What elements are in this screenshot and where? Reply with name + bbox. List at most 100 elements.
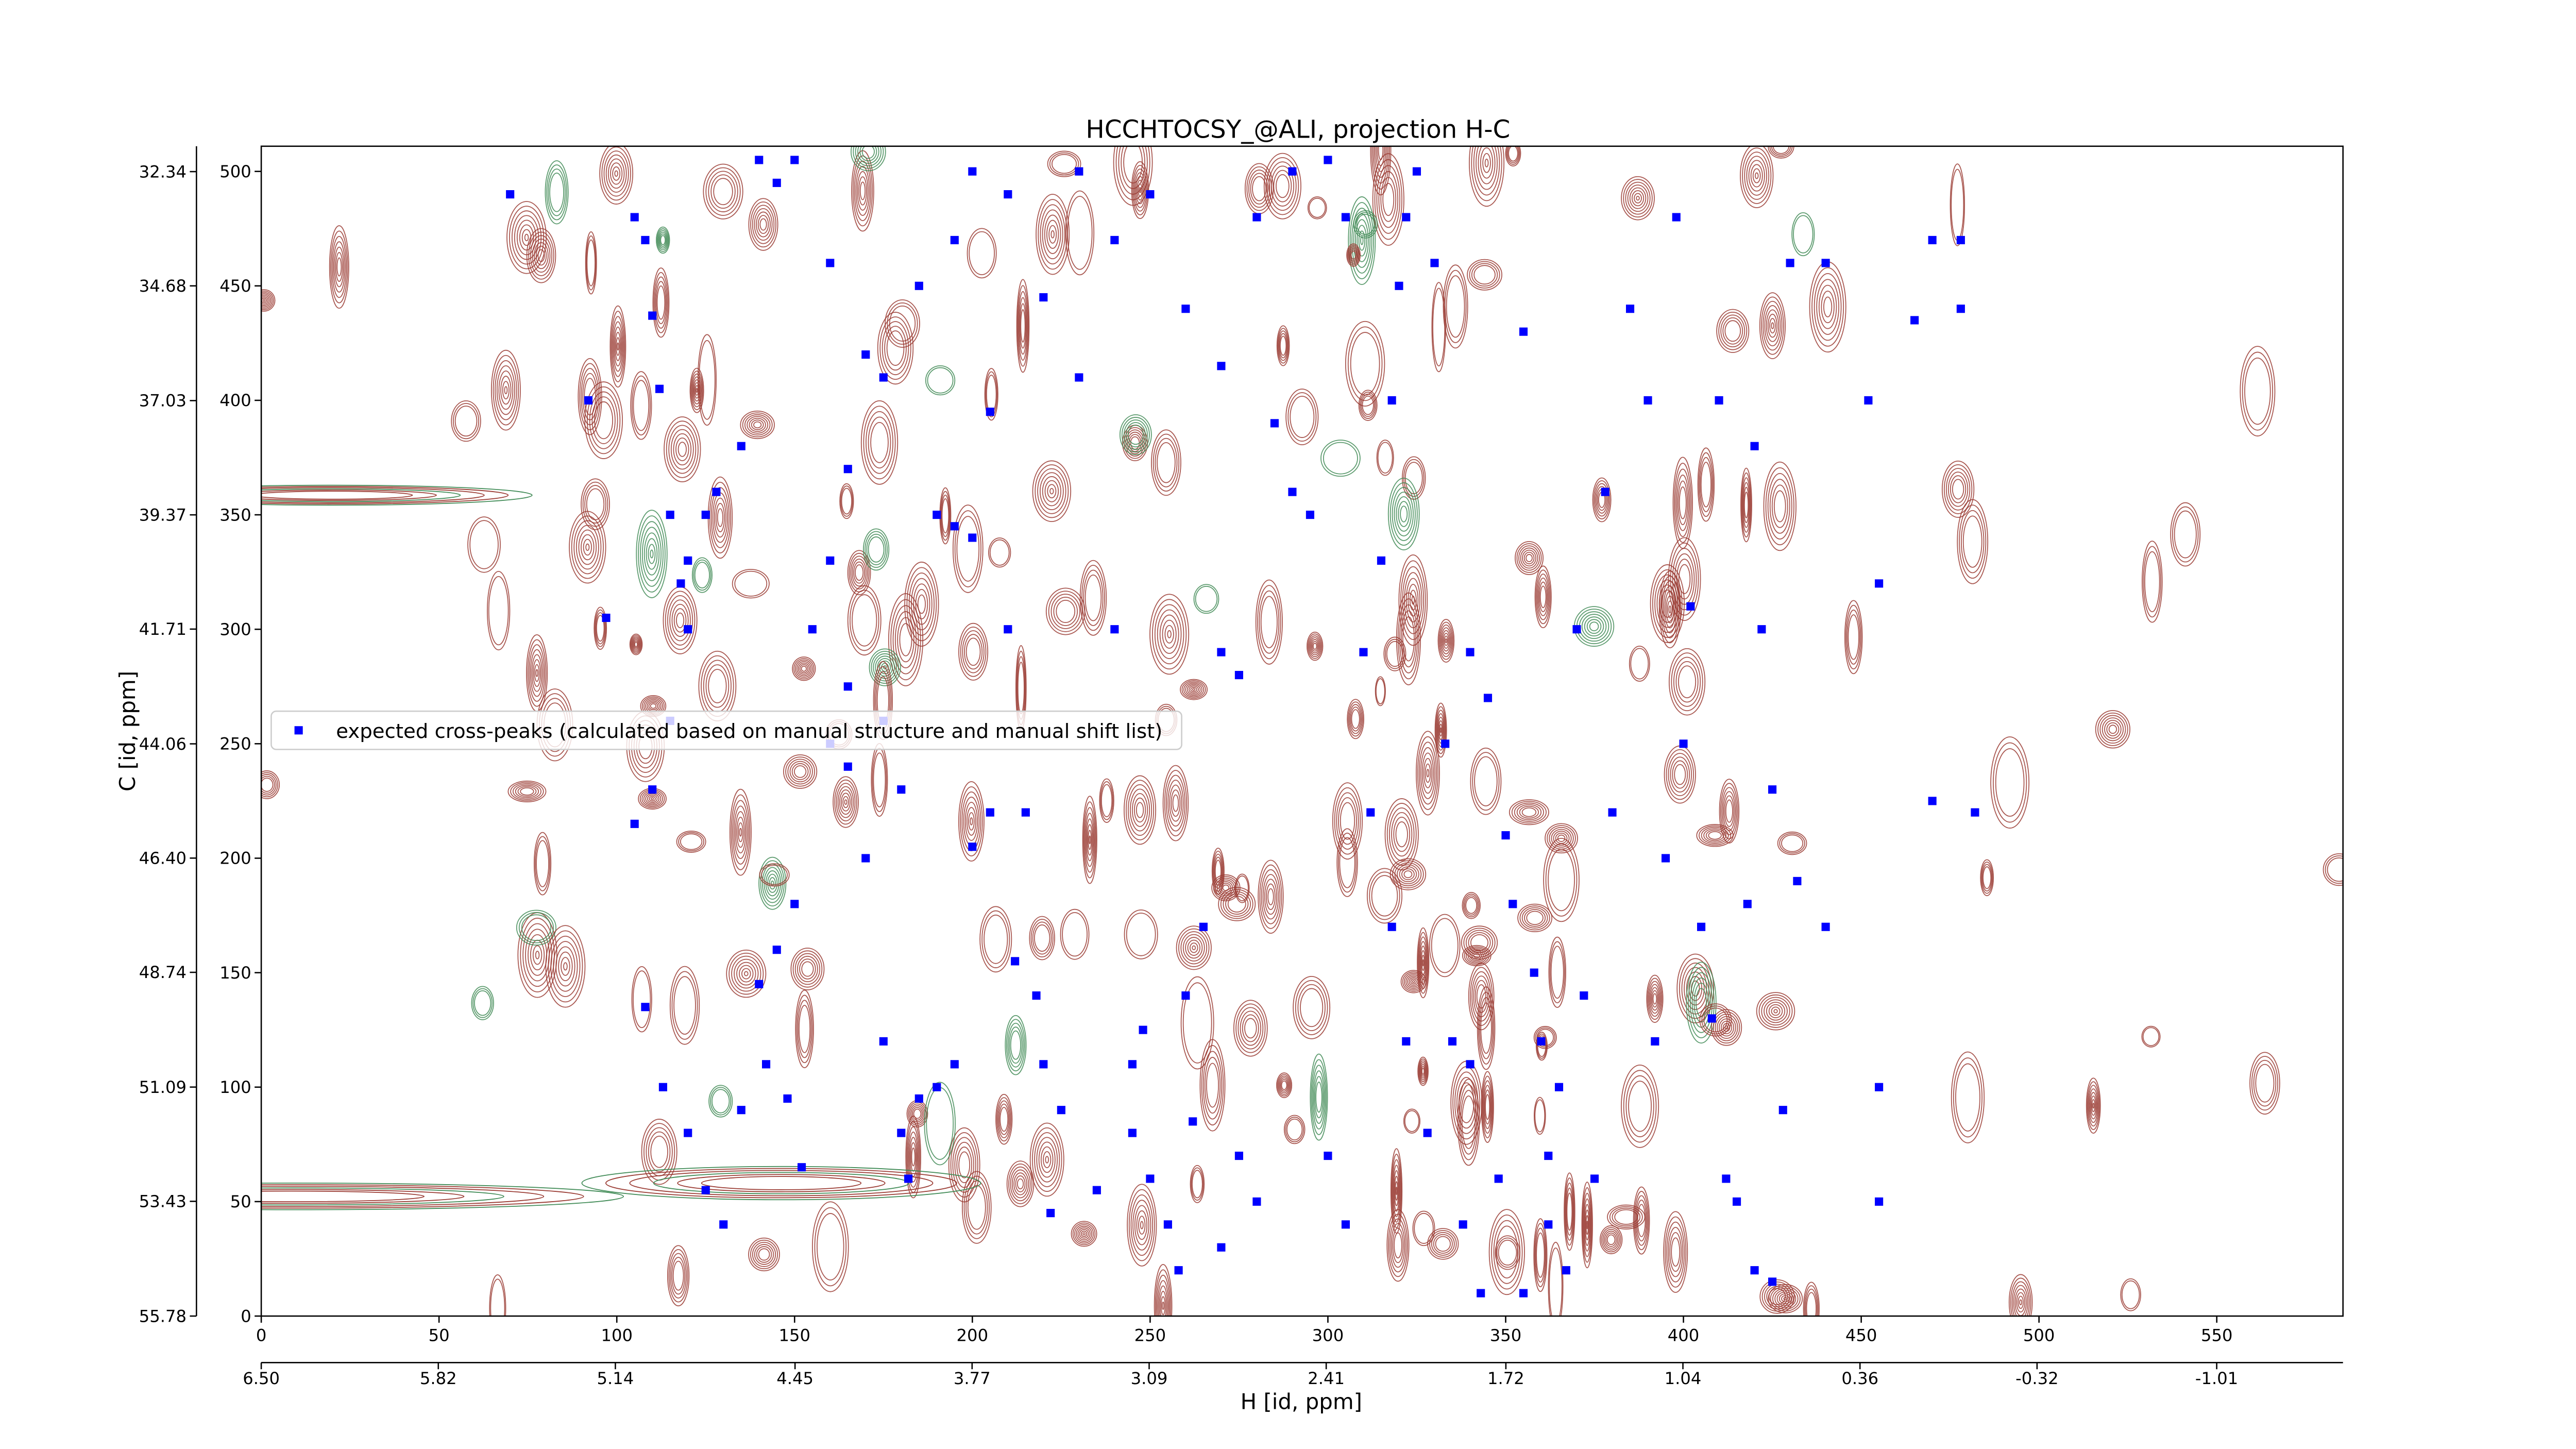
contour bbox=[954, 510, 981, 587]
contour bbox=[868, 416, 891, 469]
contour bbox=[1629, 187, 1647, 209]
contour bbox=[1339, 837, 1355, 888]
contour bbox=[1779, 833, 1805, 854]
contour bbox=[1162, 619, 1177, 649]
contour bbox=[634, 642, 638, 647]
contour bbox=[1592, 477, 1612, 523]
contour bbox=[1049, 488, 1054, 495]
contour bbox=[1668, 648, 1706, 716]
contour bbox=[1030, 919, 1054, 957]
cross-peak bbox=[1707, 1014, 1716, 1023]
legend-box bbox=[270, 710, 1182, 750]
contour bbox=[1160, 1296, 1166, 1316]
contour bbox=[1259, 590, 1280, 654]
contour bbox=[1285, 389, 1319, 446]
contour bbox=[836, 783, 856, 821]
contour bbox=[1293, 975, 1331, 1039]
contour bbox=[1349, 249, 1358, 261]
contour bbox=[1771, 1006, 1781, 1016]
cross-peak bbox=[1430, 259, 1439, 267]
contour bbox=[1402, 616, 1415, 662]
contour bbox=[1806, 1292, 1817, 1317]
cross-peak bbox=[986, 408, 994, 416]
contour bbox=[1669, 1232, 1682, 1272]
contour bbox=[658, 231, 668, 249]
contour bbox=[599, 146, 634, 205]
contour bbox=[261, 289, 276, 312]
contour bbox=[1670, 542, 1699, 616]
contour bbox=[997, 1100, 1011, 1138]
cross-peak bbox=[684, 625, 692, 634]
x-tick-label: 250 bbox=[1134, 1325, 1166, 1345]
contour bbox=[1519, 905, 1550, 931]
contour bbox=[736, 962, 756, 986]
contour bbox=[1180, 931, 1208, 965]
cross-peak bbox=[701, 1186, 710, 1194]
contour bbox=[1980, 859, 1994, 897]
contour bbox=[2097, 712, 2128, 746]
contour bbox=[1470, 747, 1502, 815]
contour bbox=[489, 1274, 506, 1317]
contour bbox=[1438, 621, 1454, 660]
contour bbox=[1431, 918, 1459, 973]
contour bbox=[521, 229, 532, 246]
contour bbox=[1393, 817, 1411, 852]
cross-peak bbox=[1402, 213, 1411, 222]
contour bbox=[261, 1189, 465, 1204]
contour bbox=[907, 1126, 920, 1188]
contour bbox=[1604, 1231, 1619, 1249]
cross-peak bbox=[1768, 1277, 1777, 1286]
contour bbox=[1189, 942, 1198, 953]
contour bbox=[1371, 875, 1398, 917]
contour bbox=[1176, 925, 1212, 970]
contour bbox=[1742, 482, 1750, 528]
contour bbox=[892, 605, 919, 675]
contour bbox=[1582, 1187, 1592, 1263]
contour bbox=[1202, 1051, 1223, 1120]
contour bbox=[1007, 1022, 1024, 1068]
contour bbox=[1444, 269, 1467, 343]
contour bbox=[1164, 770, 1188, 837]
contour bbox=[734, 958, 759, 989]
contour bbox=[1464, 895, 1479, 916]
contour bbox=[261, 293, 272, 308]
contour bbox=[1482, 153, 1491, 173]
contour bbox=[665, 591, 696, 650]
contour bbox=[548, 930, 583, 1003]
contour bbox=[1765, 467, 1794, 546]
cross-peak bbox=[1537, 1037, 1546, 1046]
cross-peak bbox=[1395, 281, 1403, 290]
contour bbox=[1399, 604, 1418, 673]
contour bbox=[1716, 309, 1750, 353]
contour bbox=[504, 386, 508, 395]
cross-peak bbox=[1217, 648, 1226, 656]
contour bbox=[1086, 818, 1094, 862]
contour bbox=[1595, 483, 1609, 517]
contour bbox=[1392, 1227, 1404, 1263]
cross-peak bbox=[1661, 854, 1670, 863]
contour bbox=[1536, 1232, 1545, 1278]
cross-peak bbox=[1601, 487, 1609, 496]
contour bbox=[1596, 486, 1608, 514]
contour bbox=[792, 656, 816, 681]
contour bbox=[1183, 681, 1205, 698]
contour bbox=[1699, 457, 1713, 512]
cross-peak bbox=[1288, 487, 1297, 496]
contour bbox=[1414, 1212, 1434, 1244]
contour bbox=[656, 285, 666, 320]
contour bbox=[1722, 1023, 1731, 1032]
contour bbox=[652, 267, 670, 338]
contour bbox=[894, 611, 917, 668]
contour bbox=[1637, 1204, 1646, 1237]
contour bbox=[1394, 1175, 1399, 1206]
contour bbox=[1957, 499, 1989, 584]
contour bbox=[1426, 769, 1430, 778]
contour bbox=[1469, 146, 1505, 207]
contour bbox=[1950, 475, 1967, 503]
contour bbox=[853, 146, 884, 169]
contour bbox=[801, 961, 814, 977]
contour bbox=[1445, 638, 1448, 644]
cross-peak bbox=[1750, 442, 1759, 450]
cross-peak bbox=[1477, 1289, 1485, 1298]
cross-peak bbox=[1057, 1106, 1065, 1115]
